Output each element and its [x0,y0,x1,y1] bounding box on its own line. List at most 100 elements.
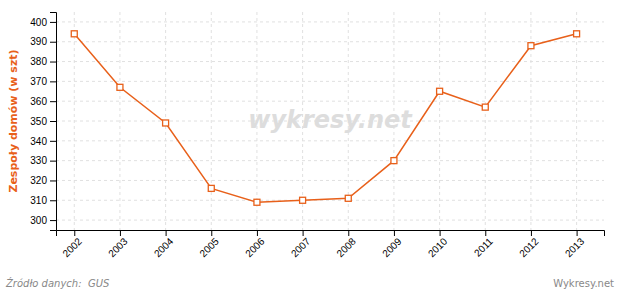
x-tick-label: 2012 [517,235,541,259]
line [74,34,576,202]
grid-line [56,200,604,201]
x-tick: 2010 [426,230,450,259]
marker [345,195,351,201]
x-tick: 2009 [380,230,404,259]
y-axis-title: Zespoły domów (w szt) [7,49,20,192]
grid-line [56,61,604,62]
y-tick-mark [50,121,56,122]
marker [391,158,397,164]
x-tick-label: 2007 [289,235,313,259]
grid-line [56,180,604,181]
x-tick-label: 2003 [106,235,130,259]
y-tick-mark [50,42,56,43]
y-tick-mark [50,220,56,221]
marker [528,43,534,49]
x-tick-mark [257,230,258,236]
x-tick-mark [531,230,532,236]
x-tick-label: 2009 [380,235,404,259]
x-tick-mark [440,230,441,236]
marker [300,197,306,203]
x-tick-label: 2013 [563,235,587,259]
marks [71,31,579,205]
y-tick-label: 370 [30,76,47,87]
y-tick: 320 [30,175,56,186]
y-tick-label: 350 [30,116,47,127]
x-tick-mark [120,230,121,236]
grid [56,12,604,230]
y-tick: 380 [30,56,56,67]
x-tick-mark [577,230,578,236]
watermark: wykresy.net [248,106,413,134]
y-tick-label: 360 [30,96,47,107]
x-tick-mark [394,230,395,236]
y-tick-label: 320 [30,175,47,186]
grid-line [56,21,604,22]
grid-line [56,140,604,141]
credit-note: Wykresy.net [553,278,614,289]
x-tick: 2005 [197,230,221,259]
plot: wykresy.net 2002 2003 2004 2005 2006 2007 2008 2… [30,12,604,259]
y-tick-label: 310 [30,195,47,206]
x-tick: 2008 [334,230,358,259]
y-axis: 300310320330340350360370380390400 [30,13,56,231]
x-tick-mark [74,230,75,236]
chart: wykresy.net 2002 2003 2004 2005 2006 2007 2008 2… [0,0,620,292]
marker [208,185,214,191]
grid-line [56,41,604,42]
grid-line [576,12,577,230]
y-tick-mark [50,22,56,23]
x-tick-mark [303,230,304,236]
marker [71,31,77,37]
y-tick-label: 390 [30,36,47,47]
source-note: Źródło danych: GUS [5,277,110,289]
y-tick-mark [50,81,56,82]
y-tick: 390 [30,36,56,47]
x-tick: 2012 [517,230,541,259]
y-tick: 400 [30,17,56,28]
x-tick: 2003 [106,230,130,259]
x-tick-label: 2010 [426,235,450,259]
y-tick-mark [50,200,56,201]
grid-line [56,220,604,221]
grid-line [74,12,75,230]
y-tick: 330 [30,155,56,166]
y-tick: 360 [30,96,56,107]
y-tick-mark [50,141,56,142]
x-tick: 2004 [152,230,176,259]
y-tick: 370 [30,76,56,87]
marker [254,199,260,205]
grid-line [56,160,604,161]
x-tick: 2007 [289,230,313,259]
y-tick-label: 300 [30,215,47,226]
y-tick-label: 400 [30,17,47,28]
x-tick-label: 2004 [152,235,176,259]
marker [163,120,169,126]
x-tick-label: 2011 [472,235,495,258]
x-axis-line [57,231,605,237]
x-tick-label: 2005 [197,235,221,259]
x-tick: 2011 [472,230,495,259]
x-tick-label: 2006 [243,235,267,259]
x-tick-mark [211,230,212,236]
grid-line [119,12,120,230]
x-tick-mark [348,230,349,236]
grid-line [211,12,212,230]
grid-line [439,12,440,230]
x-tick-mark [166,230,167,236]
x-tick-label: 2002 [60,235,84,259]
y-tick-mark [50,180,56,181]
marker [117,84,123,90]
marker [482,104,488,110]
y-tick-label: 380 [30,56,47,67]
x-tick: 2006 [243,230,267,259]
y-tick-mark [50,62,56,63]
grid-line [56,81,604,82]
x-tick-label: 2008 [334,235,358,259]
y-tick: 350 [30,116,56,127]
y-tick-label: 330 [30,155,47,166]
y-tick-mark [50,101,56,102]
marker [574,31,580,37]
grid-line [485,12,486,230]
y-tick-mark [50,161,56,162]
y-tick: 310 [30,195,56,206]
